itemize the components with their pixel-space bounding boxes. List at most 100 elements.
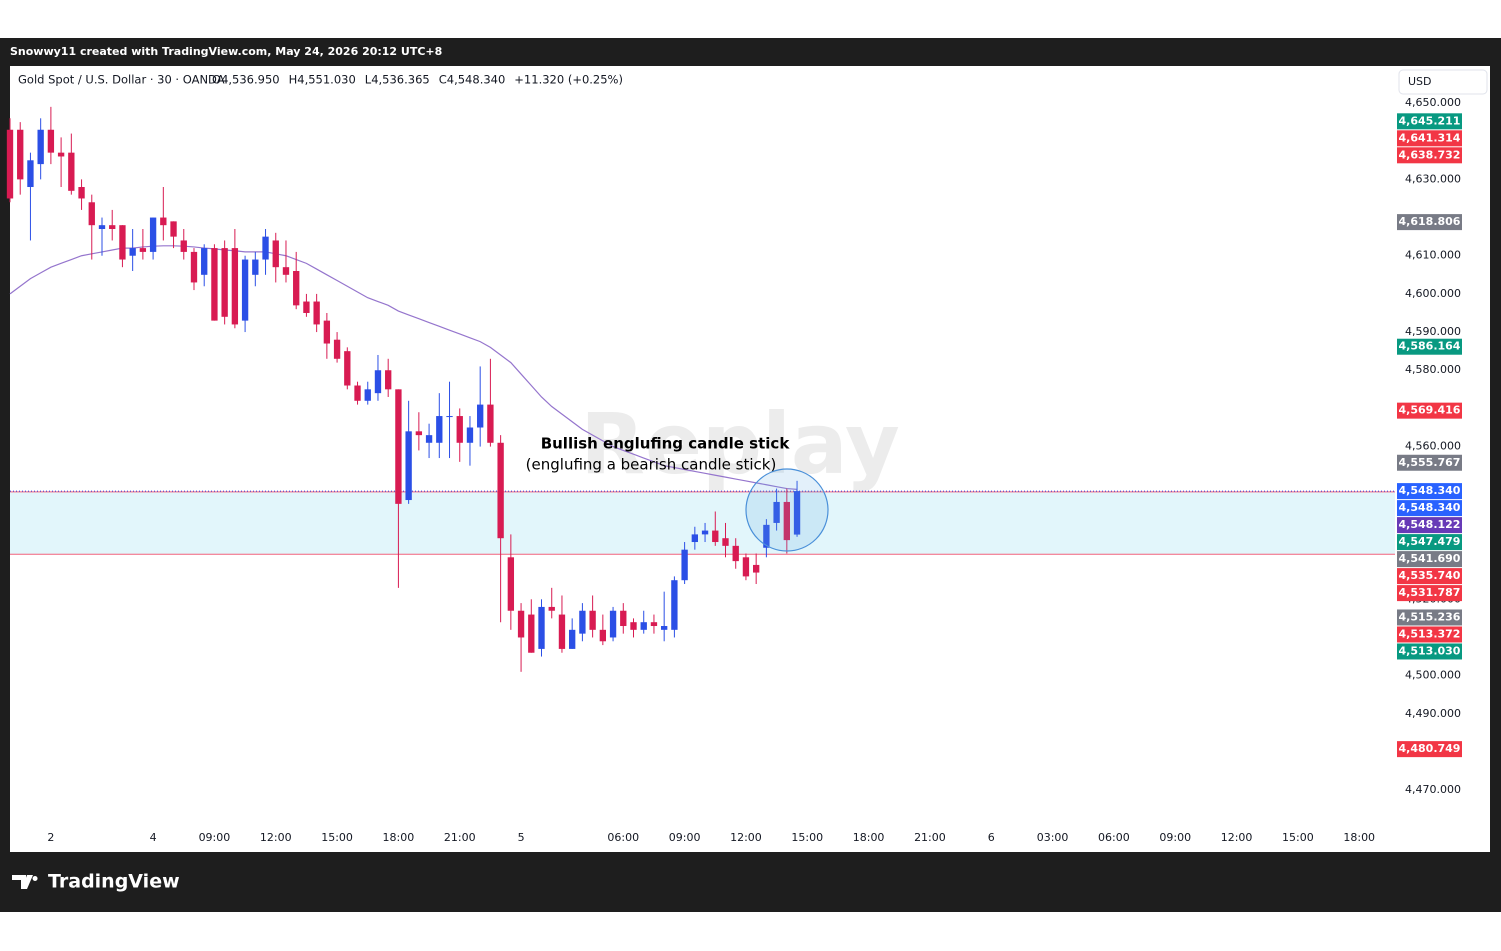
price-tag-label: 4,548.340: [1399, 484, 1461, 497]
candle-body: [712, 530, 719, 543]
x-tick-label: 12:00: [1221, 831, 1253, 844]
highlight-circle: [745, 468, 829, 552]
price-tag-label: 4,480.749: [1399, 742, 1461, 755]
candle-body: [528, 614, 535, 653]
candle-body: [497, 442, 504, 539]
candle-body: [701, 530, 709, 535]
candle-body: [569, 629, 576, 649]
candle-body: [425, 435, 433, 443]
currency: USD: [1408, 75, 1432, 88]
price-tag: [1397, 643, 1462, 660]
x-tick-label: 15:00: [791, 831, 823, 844]
price-tag: [1397, 483, 1462, 500]
candle-body: [446, 416, 453, 418]
x-tick-label: 06:00: [607, 831, 639, 844]
price-tag-label: 4,569.416: [1399, 404, 1461, 417]
x-tick-label: 12:00: [730, 831, 762, 844]
candle-body: [282, 267, 290, 275]
candle-body: [37, 129, 44, 165]
candle-body: [17, 129, 24, 180]
price-tag: [1397, 500, 1462, 517]
price-tag: [1397, 214, 1462, 231]
y-tick-label: 4,630.000: [1405, 172, 1461, 185]
price-tag-label: 4,531.787: [1399, 586, 1461, 599]
x-tick-label: 5: [518, 831, 525, 844]
candle-body: [231, 248, 239, 325]
annotation-title: Bullish englufing candle stick: [541, 435, 791, 453]
candle-body: [344, 351, 351, 386]
candle-body: [661, 626, 668, 630]
x-tick-label: 09:00: [199, 831, 231, 844]
candle-body: [303, 301, 310, 313]
price-tag: [1397, 147, 1462, 164]
legend-value: 4,548.340: [447, 73, 506, 87]
price-tag-label: 4,548.340: [1399, 501, 1461, 514]
candle-body: [599, 629, 607, 642]
candle-body: [385, 370, 392, 390]
candle-body: [722, 538, 729, 546]
ohlc-legend: O 4,536.950 H 4,551.030 L 4,536.365 C 4,548.340…: [212, 73, 623, 87]
candle-body: [436, 416, 443, 443]
candle-body: [180, 240, 187, 252]
candle-body: [763, 524, 770, 548]
candle-body: [211, 248, 218, 321]
candle-body: [579, 610, 586, 634]
candle-body: [160, 217, 167, 226]
y-tick-label: 4,500.000: [1405, 669, 1461, 682]
price-tag: [1397, 551, 1462, 568]
y-tick-label: 4,580.000: [1405, 363, 1461, 376]
plot: [6, 106, 1395, 672]
price-tag-label: 4,641.314: [1399, 131, 1461, 144]
credit: Snowwy11 created with TradingView.com, M…: [10, 45, 442, 58]
y-tick-label: 4,600.000: [1405, 287, 1461, 300]
candle-body: [221, 248, 228, 317]
price-tag: [1397, 454, 1462, 471]
currency-box: [1398, 69, 1488, 95]
y-tick-label: 4,610.000: [1405, 249, 1461, 262]
candle-body: [395, 389, 402, 504]
x-tick-label: 12:00: [260, 831, 292, 844]
candle-body: [354, 385, 361, 401]
candle-body: [671, 580, 678, 630]
candle-body: [323, 320, 331, 344]
legend-key: C: [439, 73, 447, 87]
moving-average: [9, 245, 798, 490]
candle-body: [313, 301, 320, 325]
price-tag-label: 4,547.479: [1399, 535, 1461, 548]
legend-key: O: [212, 73, 221, 87]
price-tag: [1397, 534, 1462, 551]
x-tick-label: 09:00: [1159, 831, 1191, 844]
candle-body: [333, 339, 341, 359]
x-tick-label: 21:00: [914, 831, 946, 844]
candle-body: [640, 622, 647, 630]
x-tick-label: 15:00: [321, 831, 353, 844]
candle-body: [507, 557, 515, 611]
y-tick-label: 4,490.000: [1405, 707, 1461, 720]
x-tick-label: 18:00: [853, 831, 885, 844]
zone: [10, 491, 1395, 555]
candle-body: [78, 187, 85, 199]
candle-body: [773, 501, 780, 523]
y-tick-label: 4,470.000: [1405, 783, 1461, 796]
x-tick-label: 03:00: [1037, 831, 1069, 844]
candle-body: [620, 610, 627, 627]
annotation-sub: (englufing a bearish candle stick): [526, 456, 777, 474]
price-tag-label: 4,638.732: [1399, 148, 1461, 161]
candle-body: [517, 610, 525, 638]
price-tag-label: 4,586.164: [1399, 340, 1461, 353]
candle-body: [405, 431, 412, 501]
price-tag-label: 4,535.740: [1399, 569, 1461, 582]
candle-body: [293, 270, 300, 306]
candle-body: [538, 606, 545, 649]
candle-body: [68, 152, 75, 191]
watermark: Replay: [580, 395, 899, 493]
candle-body: [119, 225, 126, 260]
x-tick-label: 6: [988, 831, 995, 844]
candle-body: [742, 557, 750, 577]
legend-value: 4,536.950: [221, 73, 280, 87]
candle-body: [170, 221, 177, 237]
candle-body: [609, 610, 617, 638]
x-tick-label: 06:00: [1098, 831, 1130, 844]
price-tag: [1397, 609, 1462, 626]
